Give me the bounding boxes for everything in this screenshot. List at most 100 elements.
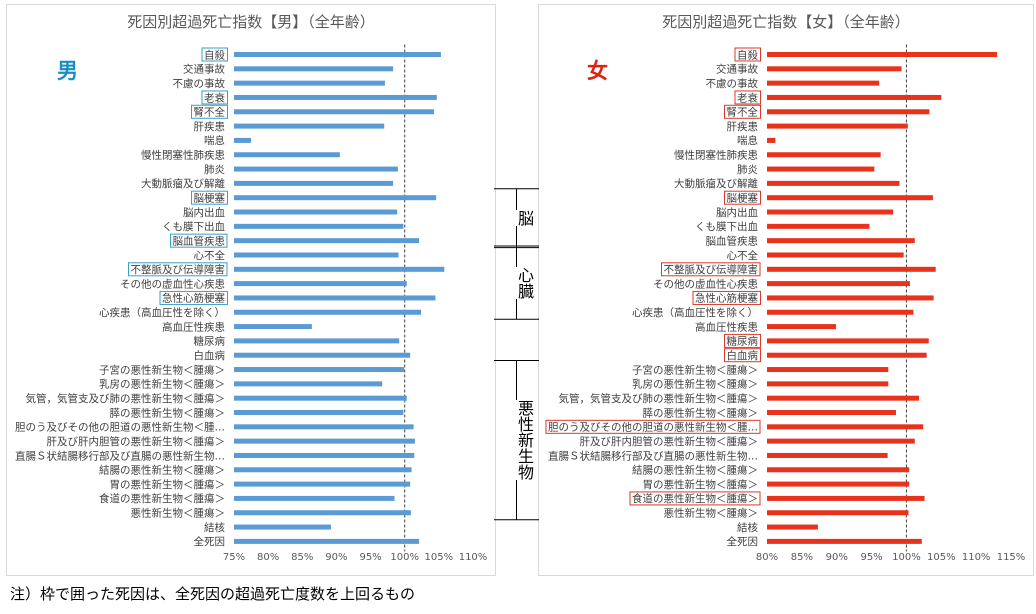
category-label: 糖尿病 [727,335,759,348]
bar [767,266,936,272]
category-label: 心不全 [727,249,759,262]
highlight-box [734,47,761,62]
bar [234,252,399,258]
category-label: 高血圧性疾患 [695,320,758,333]
bar [767,481,910,487]
bar [234,166,398,172]
category-label: 脳内出血 [716,206,758,219]
bar [767,510,909,516]
x-tick-label: 105% [927,552,956,563]
highlight-box [724,348,761,363]
category-label: 肝及び肝内胆管の悪性新生物＜腫瘍＞ [47,435,226,448]
highlight-box [734,90,761,105]
category-label: 心疾患（高血圧性を除く） [632,306,758,319]
category-label: 交通事故 [716,63,758,76]
category-label: 老衰 [204,91,225,104]
chart-title: 死因別超過死亡指数【女】（全年齢） [662,13,910,31]
bar [767,123,908,129]
bar [767,252,904,258]
category-label: 脳内出血 [183,206,225,219]
group-label-cancer: 悪性新生物 [512,400,536,481]
highlight-box [629,491,761,506]
category-label: 脳梗塞 [194,192,226,205]
bar [767,295,934,301]
bar [234,180,394,186]
highlight-box [159,290,228,305]
category-label: 胃の悪性新生物＜腫瘍＞ [110,478,226,491]
bar [234,152,340,158]
bar [234,137,252,143]
highlight-box [545,419,761,434]
category-label: 大動脈瘤及び解離 [674,177,758,190]
bar [234,52,441,57]
bar [234,295,436,301]
bar [234,438,415,444]
category-label: 胆のう及びその他の胆道の悪性新生物＜腫… [548,421,758,434]
bar [234,324,312,330]
category-label: くも膜下出血 [695,220,758,233]
bar [767,324,837,330]
bar [767,137,776,143]
category-label: 結腸の悪性新生物＜腫瘍＞ [632,464,758,477]
category-label: 腎不全 [727,106,759,119]
x-tick-label: 115% [997,552,1026,563]
footnote: 注）枠で囲った死因は、全死因の超過死亡度数を上回るもの [10,585,416,603]
male-bar-chart: 自殺交通事故不慮の事故老衰腎不全肝疾患喘息慢性閉塞性肺疾患肺炎大動脈瘤及び解離脳… [15,44,487,563]
bar [234,209,398,215]
highlight-box [661,262,761,277]
x-tick-label: 100% [390,552,419,563]
bar [767,195,933,201]
category-label: その他の虚血性心疾患 [653,277,758,290]
category-label: 膵の悪性新生物＜腫瘍＞ [110,406,226,419]
bar [234,381,383,387]
category-label: 喘息 [204,134,225,147]
bar [767,166,875,172]
bar [767,309,914,315]
category-label: 脳血管疾患 [173,234,226,247]
gender-label-male: 男 [57,59,78,83]
category-label: 自殺 [737,48,758,61]
category-label: 全死因 [727,535,759,548]
bar [767,80,880,86]
category-label: 高血圧性疾患 [162,320,225,333]
highlight-box [191,190,228,205]
category-label: 肺炎 [204,164,225,176]
category-label: 心疾患（高血圧性を除く） [99,306,225,319]
bar [234,481,411,487]
group-label-heart: 心臓 [512,266,536,299]
x-tick-label: 100% [892,552,921,563]
category-label: 不慮の事故 [706,77,759,90]
x-tick-label: 80% [756,552,778,563]
category-label: 急性心筋梗塞 [162,292,225,305]
bar [767,109,930,115]
category-label: 不整脈及び伝導障害 [664,263,759,276]
bar [767,223,870,229]
bar [234,538,420,544]
category-label: 直腸Ｓ状結腸移行部及び直腸の悪性新生物… [548,449,758,462]
category-label: 大動脈瘤及び解離 [141,177,225,190]
bar [234,367,405,373]
female-chart-panel: 死因別超過死亡指数【女】（全年齢） 女 自殺 交通事故 不慮の事故 老衰 腎不全 肝疾患喘… [538,4,1034,576]
bar [767,152,881,158]
x-tick-label: 95% [359,552,381,563]
category-label: 白血病 [194,349,226,362]
category-label: その他の虚血性心疾患 [120,277,225,290]
category-label: 悪性新生物＜腫瘍＞ [131,507,226,520]
highlight-box [724,190,761,205]
bar [767,352,927,358]
category-label: 乳房の悪性新生物＜腫瘍＞ [99,378,225,391]
category-label: 結腸の悪性新生物＜腫瘍＞ [99,464,225,477]
highlight-box [201,90,228,105]
bar [767,452,888,458]
category-label: くも膜下出血 [162,220,225,233]
bar [767,538,922,544]
male-chart-panel: 死因別超過死亡指数【男】（全年齢） 男 自殺 交通事故 不慮の事故 老衰 腎不全 肝疾患喘… [6,4,496,576]
category-label: 喘息 [737,134,758,147]
category-label: 不慮の事故 [173,77,226,90]
category-label: 胃の悪性新生物＜腫瘍＞ [643,478,759,491]
bar [767,238,915,244]
group-label-brain: 脳 [512,210,536,227]
bar [234,123,385,129]
category-label: 全死因 [194,535,226,548]
